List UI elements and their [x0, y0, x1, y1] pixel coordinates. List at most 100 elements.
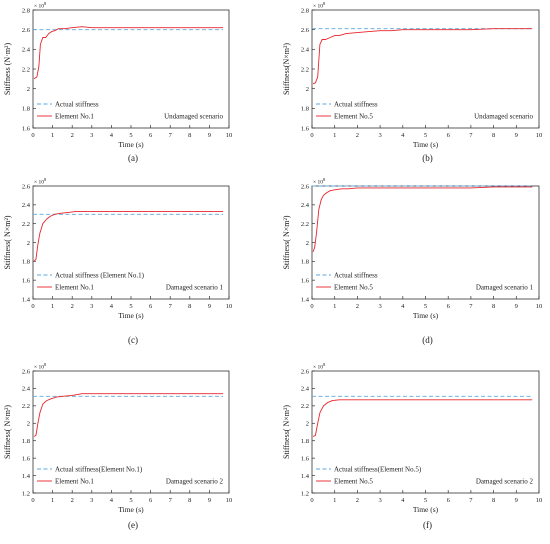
scenario-label: Damaged scenario 2: [166, 478, 224, 486]
y-tick-label: 2.6: [22, 27, 31, 34]
panel-label: (b): [422, 153, 433, 163]
y-tick-label: 2.6: [301, 27, 310, 34]
element-stiffness-line: [33, 210, 224, 262]
element-stiffness-line: [312, 399, 533, 437]
plot-frame: [311, 9, 540, 129]
x-tick-label: 9: [208, 303, 211, 310]
x-axis-label: Time (s): [413, 140, 439, 149]
y-tick-label: 2: [27, 240, 30, 247]
plot-frame: [32, 185, 230, 300]
y-axis-label: Stiffness(N×m²): [282, 43, 291, 95]
x-axis-label: Time (s): [118, 505, 144, 514]
y-tick-label: 2.2: [301, 221, 309, 228]
x-tick-label: 0: [31, 303, 34, 310]
x-tick-label: 3: [90, 497, 93, 504]
x-tick-label: 5: [424, 132, 427, 139]
y-tick-label: 1.6: [22, 455, 31, 462]
legend-label: Element No.5: [334, 284, 373, 292]
x-tick-label: 2: [71, 497, 74, 504]
y-tick-label: 2.2: [301, 403, 309, 410]
x-tick-label: 7: [469, 303, 473, 310]
x-tick-label: 2: [356, 132, 359, 139]
x-tick-label: 5: [424, 497, 427, 504]
x-axis-label: Time (s): [118, 140, 144, 149]
legend-label: Actual stiffness(Element No.1): [55, 466, 143, 474]
chart-panel-a: 0 1 2 3 4 5 6 7 8 9 10 1.6 1.8 2 2.2 2.4 2.6 2.8 × 108 Stif…: [3, 1, 232, 163]
x-tick-label: 9: [515, 303, 518, 310]
y-tick-label: 2: [306, 240, 309, 247]
legend-label: Element No.5: [334, 478, 373, 486]
x-tick-label: 8: [188, 497, 191, 504]
x-axis-label: Time (s): [118, 311, 144, 320]
x-tick-label: 8: [492, 497, 495, 504]
y-tick-label: 2: [306, 86, 309, 93]
y-tick-label: 2.8: [301, 7, 309, 14]
y-tick-label: 1.4: [22, 296, 31, 303]
x-tick-label: 6: [447, 497, 451, 504]
legend-label: Actual stiffness: [334, 272, 378, 280]
y-tick-label: 2: [306, 421, 309, 428]
legend-label: Element No.1: [55, 478, 94, 486]
x-tick-label: 2: [356, 303, 359, 310]
legend-label: Actual stiffness (Element No.1): [55, 272, 145, 280]
axis-multiplier-exponent: 8: [44, 362, 47, 367]
x-tick-label: 1: [333, 132, 336, 139]
y-tick-label: 1.8: [22, 259, 30, 266]
x-tick-label: 2: [71, 303, 74, 310]
chart-panel-c: 0 1 2 3 4 5 6 7 8 9 10 1.4 1.6 1.8 2 2.2 2.4 2.6× 108 Stif…: [3, 177, 232, 345]
y-tick-label: 1.6: [301, 125, 310, 132]
y-axis-label: Stiffness( N×m²): [3, 215, 12, 269]
y-tick-label: 2.8: [22, 7, 30, 14]
x-tick-label: 10: [226, 303, 233, 310]
x-tick-label: 3: [378, 303, 381, 310]
x-tick-label: 7: [469, 132, 473, 139]
y-tick-label: 2.2: [22, 221, 30, 228]
y-tick-label: 1.8: [301, 438, 309, 445]
x-tick-label: 4: [110, 303, 114, 310]
x-tick-label: 6: [149, 497, 153, 504]
element-stiffness-line: [312, 186, 533, 253]
y-tick-label: 2.4: [301, 386, 310, 393]
chart-panel-d: 0 1 2 3 4 5 6 7 8 9 10 1.4 1.6 1.8 2 2.2 2.4 2.6× 108 Stif…: [282, 177, 542, 345]
scenario-label: Damaged scenario 1: [166, 284, 224, 292]
x-tick-label: 9: [208, 132, 211, 139]
scenario-label: Damaged scenario 1: [476, 284, 534, 292]
x-tick-label: 6: [149, 303, 153, 310]
x-tick-label: 10: [536, 303, 543, 310]
axis-multiplier: × 108: [34, 1, 47, 10]
x-tick-label: 10: [226, 132, 233, 139]
scenario-label: Damaged scenario 2: [476, 478, 534, 486]
axis-multiplier: × 108: [313, 362, 326, 371]
y-axis-label: Stiffness( N×m²): [3, 405, 12, 459]
y-tick-label: 2.4: [301, 202, 310, 209]
axis-multiplier-exponent: 8: [44, 1, 47, 6]
y-tick-label: 2.4: [22, 47, 31, 54]
x-tick-label: 2: [71, 132, 74, 139]
x-tick-label: 0: [310, 303, 313, 310]
x-tick-label: 1: [333, 497, 336, 504]
x-tick-label: 7: [169, 497, 173, 504]
x-axis-label: Time (s): [413, 311, 439, 320]
panel-label: (f): [423, 520, 432, 530]
y-tick-label: 2: [27, 421, 30, 428]
y-tick-label: 1.2: [22, 490, 30, 497]
chart-panel-f: 0 1 2 3 4 5 6 7 8 9 10 1.2 1.4 1.6 1.8 2 2.2 2.4 2.6× 108 S…: [282, 362, 542, 530]
x-tick-label: 5: [129, 132, 132, 139]
x-tick-label: 10: [536, 497, 543, 504]
y-tick-label: 1.4: [301, 296, 310, 303]
y-tick-label: 2.6: [22, 183, 31, 190]
axis-multiplier: × 108: [34, 362, 47, 371]
legend-label: Element No.1: [55, 113, 94, 121]
x-tick-label: 4: [110, 497, 114, 504]
x-tick-label: 5: [129, 497, 132, 504]
scenario-label: Undamaged scenario: [164, 113, 223, 121]
panel-label: (e): [128, 520, 138, 530]
axis-multiplier-exponent: 8: [323, 177, 326, 182]
plot-frame: [32, 370, 230, 494]
panel-label: (c): [128, 335, 138, 345]
x-tick-label: 3: [90, 132, 93, 139]
x-tick-label: 9: [208, 497, 211, 504]
y-tick-label: 2.2: [22, 66, 30, 73]
y-tick-label: 2.6: [301, 368, 310, 375]
legend-label: Actual stiffness(Element No.5): [334, 466, 422, 474]
